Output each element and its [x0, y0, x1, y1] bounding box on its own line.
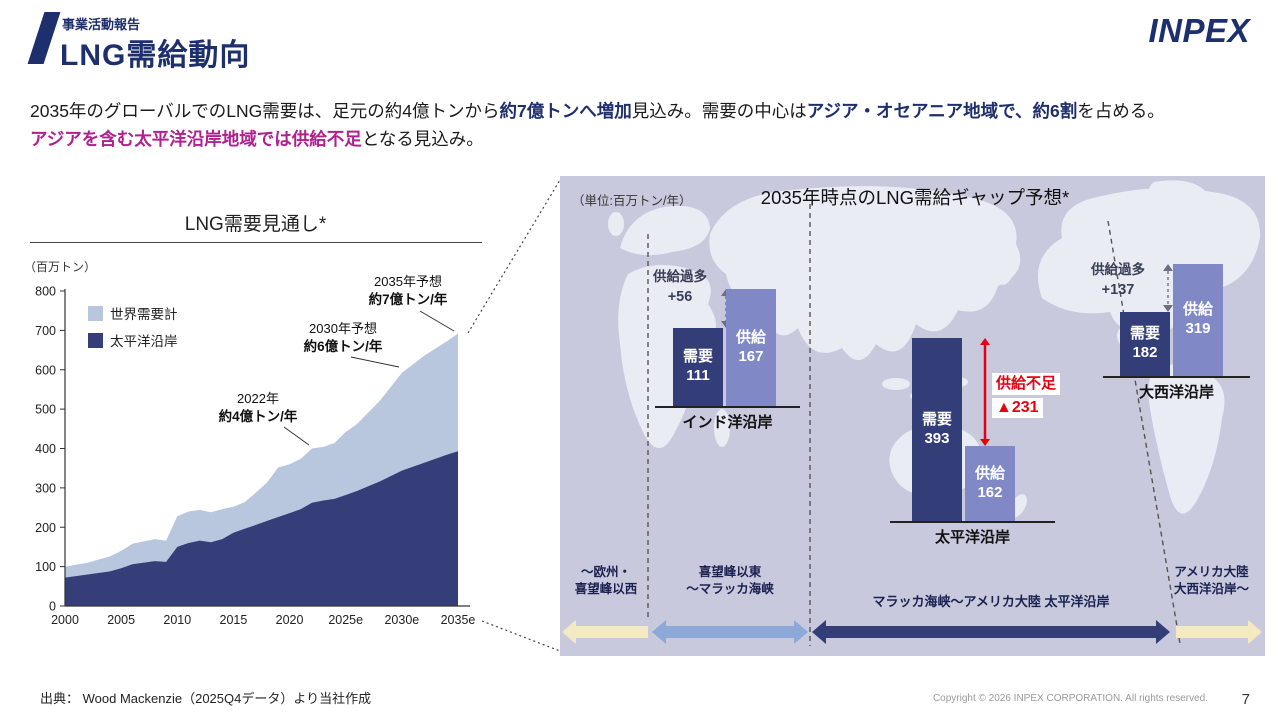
map-unit-label: （単位:百万トン/年） [572, 194, 692, 208]
annotation-2035: 2035年予想 約7億トン/年 [338, 274, 478, 308]
y-tick-label: 200 [35, 521, 56, 535]
y-tick-label: 400 [35, 442, 56, 456]
lead-highlight-navy: 約7億トンへ増加 [499, 101, 632, 121]
lead-line-1: 2035年のグローバルでのLNG需要は、足元の約4億トンから約7億トンへ増加見込… [30, 97, 1262, 125]
legend-item-world: 世界需要計 [88, 303, 178, 323]
y-tick-label: 300 [35, 481, 56, 495]
report-eyebrow: 事業活動報告 [62, 17, 141, 32]
legend-swatch-pacific [88, 332, 103, 348]
axis-layer: 0 100 200 300 400 500 600 700 800 2000 2005 2010 201… [35, 285, 475, 628]
annotation-value: 約7億トン/年 [368, 291, 448, 307]
y-tick-label: 0 [49, 600, 56, 614]
area-series-layer [65, 333, 458, 606]
y-axis-unit-label: （百万トン） [24, 260, 97, 274]
y-tick-label: 800 [35, 285, 56, 299]
annotation-2022: 2022年 約4億トン/年 [193, 391, 323, 425]
inpex-slash-logo-mark [27, 12, 61, 64]
gap-arrows-and-corridor-arrows [562, 264, 1262, 644]
region-divider-dashed-lines [647, 204, 1181, 646]
lead-text: を占める。 [1077, 101, 1165, 121]
x-tick-label: 2025e [328, 613, 363, 627]
x-tick-label: 2000 [51, 613, 79, 627]
lead-highlight-magenta: アジアを含む太平洋沿岸地域では供給不足 [30, 129, 362, 149]
x-tick-label: 2015 [220, 613, 248, 627]
x-tick-label: 2020 [276, 613, 304, 627]
annotation-value: 約6億トン/年 [303, 338, 383, 354]
chart-legend: 世界需要計 太平洋沿岸 [88, 303, 178, 350]
chart-title: LNG需要見通し* [184, 214, 327, 235]
x-tick-label: 2005 [107, 613, 135, 627]
corridor-arrow-2 [812, 620, 1170, 644]
x-tick-label: 2030e [384, 613, 419, 627]
y-tick-label: 100 [35, 560, 56, 574]
page-title: LNG需給動向 [60, 39, 251, 72]
annotation-year: 2030年予想 [309, 321, 377, 336]
world-map-svg [562, 180, 1262, 646]
legend-swatch-world [88, 305, 103, 321]
area-series-pacific-coast [65, 451, 458, 606]
lead-highlight-navy: アジア・オセアニア地域で、約6割 [806, 101, 1078, 121]
legend-label-world: 世界需要計 [110, 307, 178, 322]
supply-demand-gap-map-panel: （単位:百万トン/年） 2035年時点のLNG需給ギャップ予想* 需要 111 供給… [560, 176, 1265, 656]
area-chart-svg: 0 100 200 300 400 500 600 700 800 2000 2005 2010 201… [35, 285, 475, 628]
y-tick-label: 700 [35, 324, 56, 338]
lng-demand-forecast-chart: LNG需要見通し* （百万トン） 世界需要計 太平洋沿岸 0 100 200 300 4… [18, 196, 510, 658]
legend-item-pacific: 太平洋沿岸 [88, 330, 178, 350]
lead-text: となる見込み。 [361, 129, 484, 149]
annotation-value: 約4億トン/年 [218, 408, 298, 424]
x-tick-label: 2010 [163, 613, 191, 627]
lead-paragraph: 2035年のグローバルでのLNG需要は、足元の約4億トンから約7億トンへ増加見込… [30, 97, 1262, 153]
lead-line-2: アジアを含む太平洋沿岸地域では供給不足となる見込み。 [30, 125, 1262, 153]
corridor-arrow-0 [562, 620, 648, 644]
annotation-leader-lines [283, 310, 455, 446]
inpex-logo: INPEX [1148, 12, 1250, 49]
annotation-year: 2022年 [237, 391, 279, 406]
corridor-arrow-1 [652, 620, 808, 644]
lead-text: 見込み。需要の中心は [631, 101, 807, 121]
copyright-note: Copyright © 2026 INPEX CORPORATION. All … [932, 693, 1208, 704]
y-tick-label: 600 [35, 363, 56, 377]
legend-label-pacific: 太平洋沿岸 [110, 334, 178, 349]
annotation-year: 2035年予想 [374, 274, 442, 289]
world-map-continents [608, 180, 1261, 518]
annotation-2030: 2030年予想 約6億トン/年 [273, 321, 413, 355]
source-note: 出典： Wood Mackenzie（2025Q4データ）より当社作成 [40, 691, 372, 706]
x-tick-label: 2035e [441, 613, 476, 627]
y-tick-label: 500 [35, 403, 56, 417]
title-underline [30, 242, 482, 243]
corridor-arrow-3 [1176, 620, 1262, 644]
map-chart-title: 2035年時点のLNG需給ギャップ予想* [760, 187, 1070, 208]
lead-text: 2035年のグローバルでのLNG需要は、足元の約4億トンから [30, 101, 500, 121]
page-number: 7 [1241, 691, 1250, 708]
